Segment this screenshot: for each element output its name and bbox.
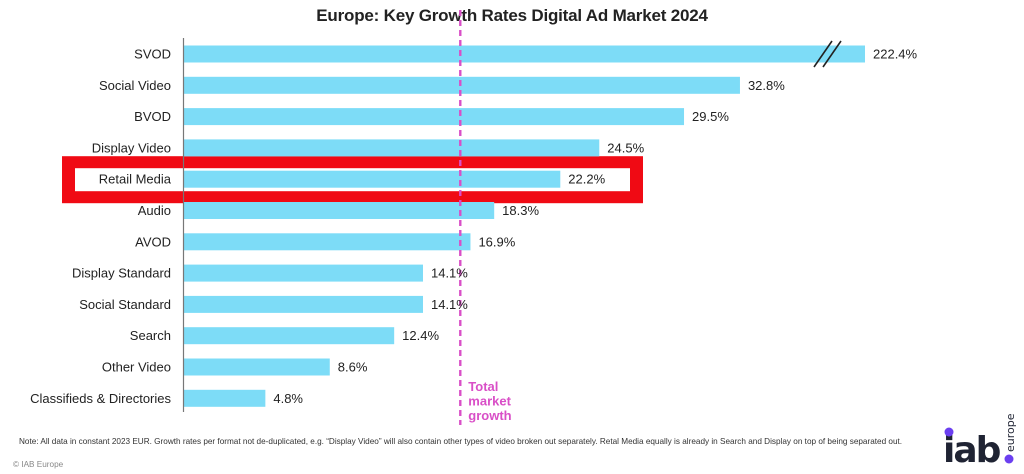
logo-dot-bottom [1004, 454, 1014, 464]
reference-line-label: Total [468, 379, 498, 394]
value-label: 29.5% [692, 109, 729, 124]
logo-main-text: iab [943, 430, 1001, 468]
bar-classifieds-and-directories [184, 389, 266, 407]
bar-other-video [184, 358, 330, 376]
bar-retail-media [184, 170, 561, 188]
value-label: 18.3% [502, 203, 539, 218]
value-label: 24.5% [607, 140, 644, 155]
category-label: Social Standard [79, 297, 171, 312]
category-label: BVOD [134, 109, 171, 124]
bar-display-video [184, 139, 600, 157]
value-label: 14.1% [431, 297, 468, 312]
category-label: Other Video [102, 360, 171, 375]
bar-search [184, 327, 395, 345]
footnote: Note: All data in constant 2023 EUR. Gro… [19, 437, 903, 446]
category-label: Search [130, 328, 171, 343]
category-label: Classifieds & Directories [30, 391, 171, 406]
value-label: 14.1% [431, 266, 468, 281]
category-label: Retail Media [99, 172, 172, 187]
bar-display-standard [184, 264, 423, 282]
bar-svod [184, 45, 865, 63]
value-label: 22.2% [568, 172, 605, 187]
value-label: 16.9% [478, 234, 515, 249]
value-label: 222.4% [873, 47, 918, 62]
bar-social-video [184, 76, 740, 94]
value-label: 12.4% [402, 328, 439, 343]
bar-bvod [184, 108, 685, 126]
category-label: AVOD [135, 234, 171, 249]
chart-title: Europe: Key Growth Rates Digital Ad Mark… [316, 6, 708, 25]
reference-line-label: market [468, 394, 511, 409]
iab-europe-logo: iab europe [943, 413, 1017, 468]
axis-break-mark [813, 40, 833, 68]
bar-social-standard [184, 295, 423, 313]
value-label: 32.8% [748, 78, 785, 93]
category-label: Audio [138, 203, 171, 218]
reference-line-label: growth [468, 408, 511, 423]
category-label: SVOD [134, 47, 171, 62]
value-label: 8.6% [338, 360, 368, 375]
logo-dot-top [944, 427, 954, 437]
axis-break-mark [822, 40, 842, 68]
category-label: Display Standard [72, 266, 171, 281]
bar-audio [184, 202, 495, 219]
logo-sub-text: europe [1004, 413, 1017, 452]
copyright: © IAB Europe [13, 460, 64, 469]
category-label: Social Video [99, 78, 171, 93]
value-label: 4.8% [273, 391, 303, 406]
category-label: Display Video [92, 140, 171, 155]
bar-avod [184, 233, 471, 251]
